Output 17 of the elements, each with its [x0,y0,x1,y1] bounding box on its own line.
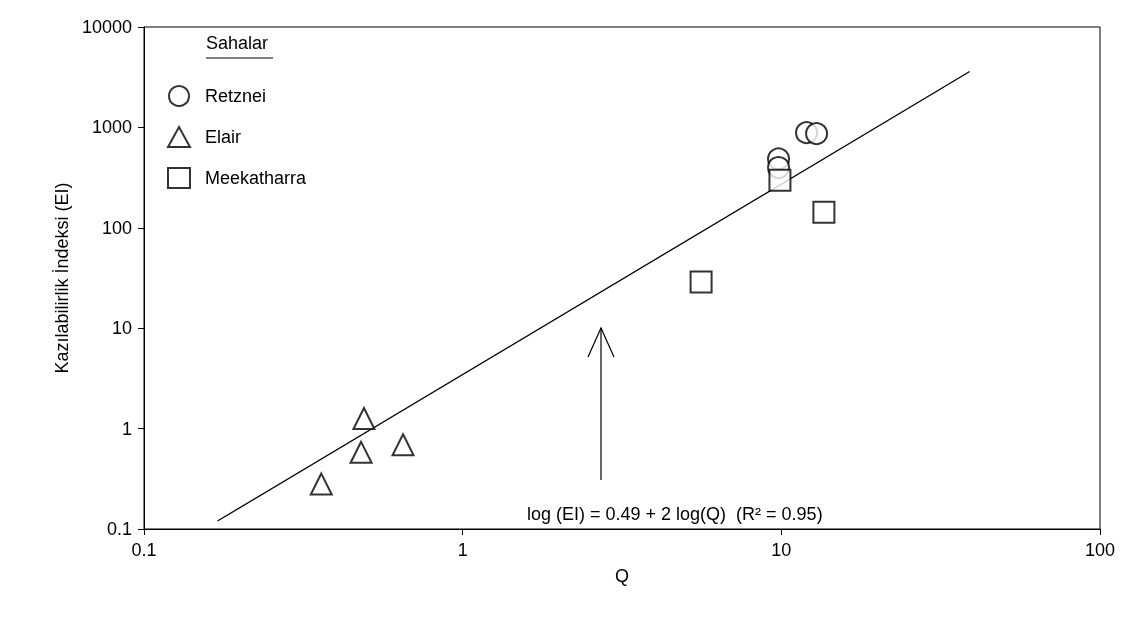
legend-title: Sahalar [206,33,269,53]
legend-label: Meekatharra [205,168,308,188]
x-tick-label: 10 [771,540,792,560]
y-tick-label: 1000 [91,117,132,138]
legend-label: Elair [205,127,242,147]
y-tick-label: 10 [111,318,132,339]
x-tick-label: 1 [457,540,468,560]
annotation: log (EI) = 0.49 + 2 log(Q) (R² = 0.95) [527,504,823,524]
y-tick-label: 1 [121,418,132,439]
y-tick-label: 0.1 [106,519,132,539]
x-tick-label: 0.1 [131,540,157,560]
y-tick-label: 10000 [81,17,132,37]
legend-label: Retznei [205,86,267,106]
x-axis-title: Q [614,566,630,586]
y-axis-title: Kazılabilirlik İndeksi (EI) [52,182,73,374]
x-tick-label: 100 [1084,540,1116,560]
y-tick-label: 100 [101,217,132,238]
